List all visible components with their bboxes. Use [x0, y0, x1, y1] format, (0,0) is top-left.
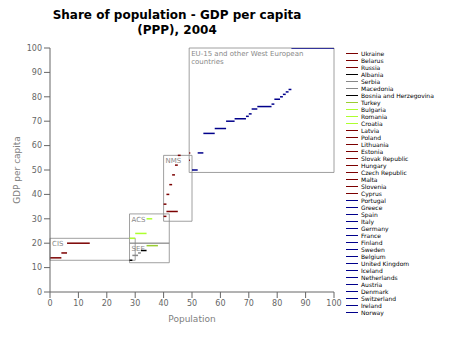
- svg-text:10: 10: [32, 263, 42, 272]
- svg-text:0: 0: [47, 299, 52, 308]
- svg-text:20: 20: [32, 239, 42, 248]
- svg-text:SEE: SEE: [132, 245, 145, 253]
- html-text:Bosnia and Herzegovina: Bosnia and Herzegovina: [361, 92, 434, 99]
- html-text:Poland: Poland: [361, 134, 381, 141]
- html-text:Switzerland: Switzerland: [361, 295, 396, 302]
- html-text:Ukraine: Ukraine: [361, 50, 385, 57]
- html-text:Austria: Austria: [361, 281, 383, 288]
- html-text:Ireland: Ireland: [361, 302, 382, 309]
- html-text:Macedonia: Macedonia: [361, 85, 394, 92]
- svg-text:50: 50: [187, 299, 197, 308]
- html-text:Lithuania: Lithuania: [361, 141, 389, 148]
- html-text:Malta: Malta: [361, 176, 378, 183]
- html-text:Germany: Germany: [361, 225, 389, 232]
- html-text:Iceland: Iceland: [361, 267, 383, 274]
- svg-text:0: 0: [37, 288, 42, 297]
- svg-text:EU-15 and other West Europeanc: EU-15 and other West Europeancountries: [191, 50, 303, 66]
- svg-text:40: 40: [159, 299, 169, 308]
- svg-text:100: 100: [27, 44, 42, 53]
- svg-text:30: 30: [32, 215, 42, 224]
- html-text:Bulgaria: Bulgaria: [361, 106, 386, 113]
- html-text:Cyprus: Cyprus: [361, 190, 382, 197]
- svg-text:30: 30: [130, 299, 140, 308]
- html-text:Turkey: Turkey: [361, 99, 381, 106]
- svg-text:10: 10: [73, 299, 83, 308]
- svg-text:60: 60: [32, 141, 42, 150]
- html-text:Finland: Finland: [361, 239, 383, 246]
- html-text:Romania: Romania: [361, 113, 388, 120]
- svg-text:70: 70: [32, 117, 42, 126]
- html-text:Belgium: Belgium: [361, 253, 386, 260]
- svg-text:50: 50: [32, 166, 42, 175]
- html-text:Netherlands: Netherlands: [361, 274, 398, 281]
- html-text:Greece: Greece: [361, 204, 383, 211]
- svg-text:40: 40: [32, 190, 42, 199]
- svg-text:Population: Population: [168, 314, 215, 324]
- html-text:Albania: Albania: [361, 71, 384, 78]
- svg-text:60: 60: [215, 299, 225, 308]
- svg-text:GDP per capita: GDP per capita: [12, 136, 22, 204]
- html-text:Spain: Spain: [361, 211, 378, 218]
- html-text:United Kingdom: United Kingdom: [361, 260, 410, 267]
- svg-text:70: 70: [244, 299, 254, 308]
- html-text:Hungary: Hungary: [361, 162, 387, 169]
- html-text:Latvia: Latvia: [361, 127, 380, 134]
- html-text:Denmark: Denmark: [361, 288, 389, 295]
- html-text:Russia: Russia: [361, 64, 381, 71]
- svg-text:80: 80: [32, 93, 42, 102]
- svg-text:20: 20: [102, 299, 112, 308]
- html-text:Belarus: Belarus: [361, 57, 384, 64]
- html-text:Slovenia: Slovenia: [361, 183, 387, 190]
- svg-text:80: 80: [272, 299, 282, 308]
- svg-text:90: 90: [301, 299, 311, 308]
- svg-text:90: 90: [32, 68, 42, 77]
- svg-text:100: 100: [326, 299, 341, 308]
- svg-text:CIS: CIS: [52, 240, 64, 248]
- html-text:Croatia: Croatia: [361, 120, 383, 127]
- html-text:Portugal: Portugal: [361, 197, 386, 204]
- html-text:Serbia: Serbia: [361, 78, 381, 85]
- html-text:Norway: Norway: [361, 309, 384, 316]
- svg-text:NMS: NMS: [166, 157, 182, 165]
- html-text:France: France: [361, 232, 381, 239]
- html-text:Sweden: Sweden: [361, 246, 385, 253]
- svg-text:ACS: ACS: [132, 216, 147, 224]
- html-text:Italy: Italy: [361, 218, 374, 225]
- html-text:Slovak Republic: Slovak Republic: [361, 155, 409, 162]
- html-text:Estonia: Estonia: [361, 148, 384, 155]
- html-text:Czech Republic: Czech Republic: [361, 169, 407, 176]
- html-text:Share of population - GDP per: Share of population - GDP per capita (PP…: [52, 8, 302, 37]
